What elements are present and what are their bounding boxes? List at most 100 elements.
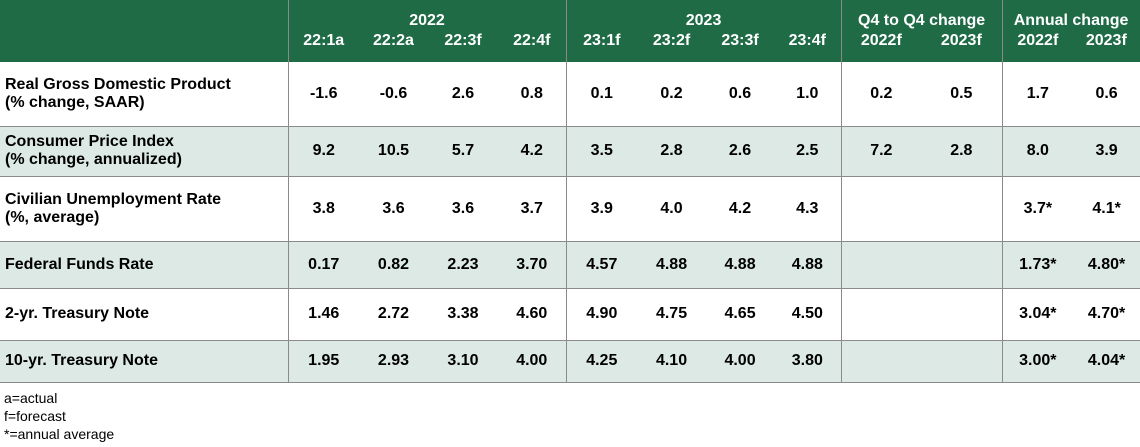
table-cell: 2.6 xyxy=(428,62,498,127)
table-cell: 4.00 xyxy=(706,340,775,383)
row-label: Consumer Price Index (% change, annualize… xyxy=(0,126,289,177)
table-cell: 2.23 xyxy=(428,241,498,289)
table-cell: 3.80 xyxy=(774,340,842,383)
table-cell: 4.25 xyxy=(566,340,638,383)
table-cell: 4.88 xyxy=(637,241,707,289)
row-label: 10-yr. Treasury Note xyxy=(0,340,289,383)
row-label-title: 2-yr. Treasury Note xyxy=(5,305,150,322)
header-row-groups: 2022 2023 Q4 to Q4 change Annual change xyxy=(0,0,1140,30)
row-label-unit: (% change, annualized) xyxy=(5,151,182,168)
table-cell xyxy=(921,176,1003,242)
table-cell: 10.5 xyxy=(359,126,428,177)
table-cell: 4.90 xyxy=(566,288,638,341)
table-cell: 7.2 xyxy=(841,126,922,177)
row-label: Civilian Unemployment Rate (%, average) xyxy=(0,176,289,242)
header-corner xyxy=(0,0,289,30)
column-header: 22:3f xyxy=(428,30,498,62)
group-header-2022: 2022 xyxy=(288,0,567,30)
table-cell: 4.88 xyxy=(706,241,775,289)
table-cell xyxy=(921,340,1003,383)
table-cell: -0.6 xyxy=(359,62,428,127)
table-cell: 0.2 xyxy=(637,62,707,127)
table-cell xyxy=(841,288,922,341)
group-header-2023: 2023 xyxy=(566,0,842,30)
table-cell: 4.0 xyxy=(637,176,707,242)
column-header: 2022f xyxy=(1002,30,1074,62)
table-cell: 3.7* xyxy=(1002,176,1074,242)
table-row: 2-yr. Treasury Note 1.46 2.72 3.38 4.60 4.90 4… xyxy=(0,288,1140,341)
table-row: Civilian Unemployment Rate (%, average) 3.… xyxy=(0,176,1140,242)
table-cell xyxy=(841,340,922,383)
table-cell: 3.6 xyxy=(359,176,428,242)
table-cell: 4.88 xyxy=(774,241,842,289)
table-cell: 8.0 xyxy=(1002,126,1074,177)
table-cell: 3.04* xyxy=(1002,288,1074,341)
table-cell: -1.6 xyxy=(288,62,359,127)
row-label: Real Gross Domestic Product (% change, SA… xyxy=(0,62,289,127)
table-cell: 4.04* xyxy=(1073,340,1140,383)
table-cell xyxy=(841,176,922,242)
column-header: 23:3f xyxy=(706,30,775,62)
footnote-actual: a=actual xyxy=(4,390,58,406)
table-cell: 4.2 xyxy=(706,176,775,242)
column-header: 23:2f xyxy=(637,30,707,62)
table-row: Real Gross Domestic Product (% change, SA… xyxy=(0,62,1140,127)
table-cell: 1.73* xyxy=(1002,241,1074,289)
column-header: 2022f xyxy=(841,30,922,62)
column-header: 22:1a xyxy=(288,30,359,62)
table-cell: 0.6 xyxy=(706,62,775,127)
table-cell xyxy=(921,241,1003,289)
column-header: 2023f xyxy=(1073,30,1140,62)
table-cell: 3.38 xyxy=(428,288,498,341)
table-cell: 4.65 xyxy=(706,288,775,341)
row-label-title: Consumer Price Index xyxy=(5,133,174,150)
table-cell: 5.7 xyxy=(428,126,498,177)
header-row-columns: 22:1a 22:2a 22:3f 22:4f 23:1f 23:2f 23:3… xyxy=(0,30,1140,62)
table-cell: 0.5 xyxy=(921,62,1003,127)
table-cell: 1.95 xyxy=(288,340,359,383)
footnote-forecast: f=forecast xyxy=(4,408,66,424)
table-cell: 0.1 xyxy=(566,62,638,127)
row-label-unit: (%, average) xyxy=(5,208,100,226)
header-corner-lower xyxy=(0,30,289,62)
table-cell: 4.75 xyxy=(637,288,707,341)
table-cell: 0.8 xyxy=(498,62,567,127)
table-cell xyxy=(841,241,922,289)
table-cell: 2.72 xyxy=(359,288,428,341)
table-body: Real Gross Domestic Product (% change, SA… xyxy=(0,62,1140,383)
table-row: Federal Funds Rate 0.17 0.82 2.23 3.70 4.57 4.… xyxy=(0,241,1140,289)
table-cell: 4.2 xyxy=(498,126,567,177)
table-cell: 3.00* xyxy=(1002,340,1074,383)
table-cell: 2.8 xyxy=(921,126,1003,177)
row-label: Federal Funds Rate xyxy=(0,241,289,289)
table-cell: 3.6 xyxy=(428,176,498,242)
table-cell: 1.7 xyxy=(1002,62,1074,127)
table-cell: 2.8 xyxy=(637,126,707,177)
table-cell: 3.7 xyxy=(498,176,567,242)
table-cell: 1.46 xyxy=(288,288,359,341)
table-row: 10-yr. Treasury Note 1.95 2.93 3.10 4.00 4.25… xyxy=(0,340,1140,383)
table-cell: 3.5 xyxy=(566,126,638,177)
table-row: Consumer Price Index (% change, annualize… xyxy=(0,126,1140,177)
table-cell: 4.1* xyxy=(1073,176,1140,242)
group-header-annual-change: Annual change xyxy=(1002,0,1140,30)
table-cell: 3.10 xyxy=(428,340,498,383)
table-cell: 0.2 xyxy=(841,62,922,127)
table-cell: 4.60 xyxy=(498,288,567,341)
footnotes: a=actual f=forecast *=annual average xyxy=(4,389,114,443)
table-cell: 0.6 xyxy=(1073,62,1140,127)
table-cell: 4.10 xyxy=(637,340,707,383)
column-header: 23:4f xyxy=(774,30,842,62)
table-cell: 2.6 xyxy=(706,126,775,177)
row-label-title: 10-yr. Treasury Note xyxy=(5,352,158,369)
table-cell: 2.93 xyxy=(359,340,428,383)
table-cell: 0.17 xyxy=(288,241,359,289)
row-label-title: Civilian Unemployment Rate xyxy=(5,190,222,208)
column-header: 23:1f xyxy=(566,30,638,62)
table-cell: 4.50 xyxy=(774,288,842,341)
table-cell: 4.57 xyxy=(566,241,638,289)
table-cell: 9.2 xyxy=(288,126,359,177)
table-cell: 1.0 xyxy=(774,62,842,127)
table-cell: 3.8 xyxy=(288,176,359,242)
